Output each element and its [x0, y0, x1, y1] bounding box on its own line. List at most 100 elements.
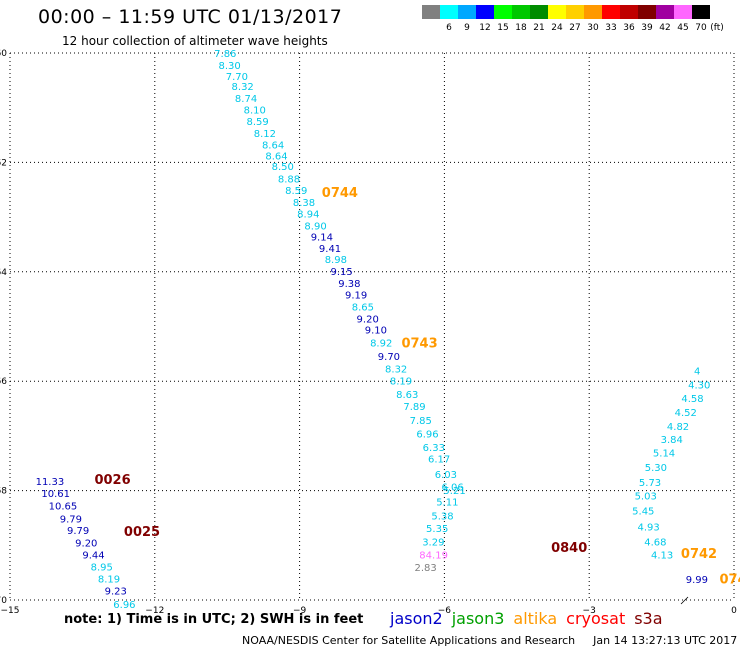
legend-altika: altika [513, 609, 558, 628]
wave-height-value: 5.35 [426, 524, 448, 535]
credit-text: NOAA/NESDIS Center for Satellite Applica… [242, 634, 576, 647]
wave-height-value: 5.21 [443, 486, 465, 497]
color-scale-label: 45 [677, 23, 689, 33]
wave-height-value: 9.38 [338, 279, 360, 290]
wave-height-value: 8.94 [297, 210, 319, 221]
legend-s3a: s3a [634, 609, 663, 628]
color-swatch-45 [674, 5, 692, 19]
y-tick-label: −68 [0, 487, 7, 497]
color-swatch-30 [584, 5, 602, 19]
wave-height-value: 9.79 [60, 514, 82, 525]
wave-height-value: 4.30 [688, 380, 710, 391]
color-swatch-24 [548, 5, 566, 19]
wave-height-value: 8.64 [262, 141, 284, 152]
wave-height-value: 8.59 [285, 186, 307, 197]
color-scale-label: 18 [515, 23, 527, 33]
x-tick-label: −12 [145, 606, 164, 616]
wave-height-value: 4 [694, 367, 700, 378]
y-tick-label: −64 [0, 268, 7, 278]
wave-height-value: 4.68 [644, 537, 666, 548]
color-scale-label: 36 [623, 23, 635, 33]
wave-height-value: 84.19 [419, 550, 448, 561]
footer: NOAA/NESDIS Center for Satellite Applica… [242, 634, 737, 647]
wave-height-value: 9.14 [311, 233, 333, 244]
wave-height-value: 6.03 [435, 470, 457, 481]
map-grid [9, 52, 735, 601]
wave-height-value: 5.11 [436, 497, 458, 508]
x-tick-label: −15 [1, 606, 20, 616]
wave-height-value: 5.38 [431, 512, 453, 523]
wave-height-value: 8.95 [91, 562, 113, 573]
wave-height-value: 4.82 [667, 422, 689, 433]
timestamp-text: Jan 14 13:27:13 UTC 2017 [593, 634, 738, 647]
color-swatch-39 [638, 5, 656, 19]
color-scale-label: 12 [479, 23, 491, 33]
color-swatch-6 [440, 5, 458, 19]
wave-height-value: 8.88 [278, 175, 300, 186]
wave-height-value: 8.64 [265, 152, 287, 163]
pass-time-labels: 0744 0743 0840 0742074 0026 0025 [94, 186, 740, 588]
wave-height-value: 7.86 [214, 49, 236, 60]
wave-height-value: 8.10 [244, 106, 266, 117]
units-note: note: 1) Time is in UTC; 2) SWH is in fe… [64, 612, 364, 627]
color-swatch-33 [602, 5, 620, 19]
wave-height-value: 9.19 [345, 291, 367, 302]
color-scale-label: 42 [659, 23, 671, 33]
pass-time-label: 0840 [551, 541, 587, 556]
legend-jason3: jason3 [451, 609, 505, 628]
wave-height-value: 5.30 [645, 463, 667, 474]
wave-height-value: 7.85 [410, 416, 432, 427]
wave-height-value: 8.74 [235, 94, 257, 105]
wave-height-value: 8.19 [98, 574, 120, 585]
wave-height-value: 8.32 [385, 364, 407, 375]
wave-height-value: 9.10 [365, 326, 387, 337]
wave-height-value: 9.99 [686, 575, 708, 586]
pass-time-label: 0744 [322, 186, 358, 201]
wave-height-value: 3.29 [422, 537, 444, 548]
color-scale-label: 6 [446, 23, 452, 33]
color-swatch-70 [692, 5, 710, 19]
y-tick-label: −60 [0, 49, 7, 59]
wave-height-value: 8.32 [232, 82, 254, 93]
pass-time-label: 0026 [94, 473, 130, 488]
y-tick-label: −70 [0, 596, 7, 606]
wave-height-value: 8.12 [254, 129, 276, 140]
color-scale-label: 21 [533, 23, 545, 33]
color-swatch-15 [494, 5, 512, 19]
color-swatch-21 [530, 5, 548, 19]
wave-height-value: 4.13 [651, 550, 673, 561]
wave-height-values: 7.868.307.708.328.748.108.598.128.648.64… [36, 49, 711, 611]
color-scale-label: 30 [587, 23, 599, 33]
pass-time-label: 0742 [681, 547, 717, 562]
wave-height-value: 4.93 [637, 523, 659, 534]
wave-height-value: 9.79 [67, 526, 89, 537]
legend-cryosat: cryosat [566, 609, 626, 628]
wave-height-value: 9.20 [357, 315, 379, 326]
x-tick-label: −6 [438, 606, 452, 616]
wave-height-value: 8.38 [293, 198, 315, 209]
wave-height-value: 9.15 [330, 267, 352, 278]
page-subtitle: 12 hour collection of altimeter wave hei… [62, 34, 328, 48]
page-title: 00:00 – 11:59 UTC 01/13/2017 [38, 6, 343, 28]
color-scale-label: 39 [641, 23, 653, 33]
wave-height-value: 3.84 [661, 435, 683, 446]
pass-time-label: 0025 [124, 525, 160, 540]
wave-height-value: 8.90 [304, 222, 326, 233]
pass-time-label: 0743 [401, 336, 437, 351]
wave-height-value: 8.59 [247, 117, 269, 128]
color-swatch-27 [566, 5, 584, 19]
wave-height-value: 11.33 [36, 477, 65, 488]
color-swatch-42 [656, 5, 674, 19]
color-swatch-3 [422, 5, 440, 19]
wave-height-value: 2.83 [414, 563, 436, 574]
wave-height-value: 5.03 [635, 491, 657, 502]
color-scale-unit: (ft) [710, 23, 724, 33]
color-scale-label: 9 [464, 23, 470, 33]
wave-height-value: 8.19 [390, 376, 412, 387]
y-tick-label: −62 [0, 158, 7, 168]
wave-height-value: 9.41 [319, 244, 341, 255]
wave-height-value: 5.14 [653, 449, 675, 460]
color-swatch-36 [620, 5, 638, 19]
wave-height-value: 4.52 [675, 408, 697, 419]
